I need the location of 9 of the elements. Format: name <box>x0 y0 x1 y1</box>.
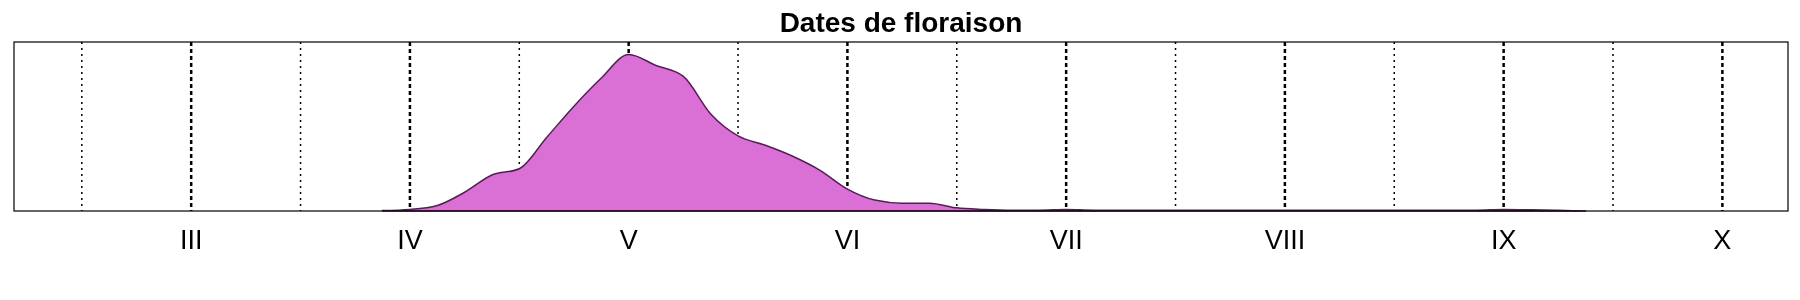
x-tick-label: V <box>619 225 638 255</box>
x-tick-label: IX <box>1490 225 1517 255</box>
x-tick-label: III <box>179 225 203 255</box>
x-tick-label: X <box>1713 225 1732 255</box>
x-tick-label: VIII <box>1264 225 1306 255</box>
x-tick-label: VI <box>834 225 861 255</box>
x-tick-label: VII <box>1049 225 1083 255</box>
chart-title: Dates de floraison <box>779 7 1023 38</box>
x-tick-label: IV <box>397 225 423 255</box>
